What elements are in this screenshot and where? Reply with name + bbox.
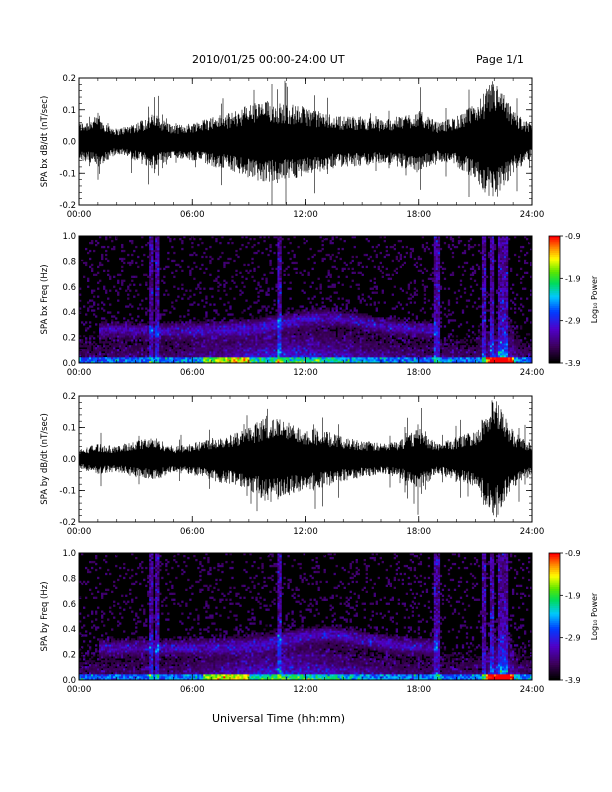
panel-frame [78,235,533,364]
y-tick-label: 0.2 [62,334,76,344]
x-tick-label: 00:00 [67,210,92,220]
colorbar-tick-label: -2.9 [565,317,581,326]
page-number: Page 1/1 [476,53,524,66]
waveform-path [79,400,532,518]
y-tick-label: 0.0 [62,676,76,686]
x-tick-label: 24:00 [520,527,545,537]
y-tick-label: 0.1 [62,424,76,434]
y-tick-label: -0.1 [59,169,76,179]
colorbar-label: Log₁₀ Power [590,592,599,640]
x-tick-label: 00:00 [67,368,92,378]
y-tick-label: -0.2 [59,201,76,211]
y-axis-label: SPA by dB/dt (nT/sec) [40,413,50,505]
y-tick-label: 0.8 [62,574,76,584]
x-tick-label: 06:00 [180,685,205,695]
y-tick-label: -0.2 [59,518,76,528]
colorbar-tick-label: -3.9 [565,676,581,685]
x-tick-label: 24:00 [520,368,545,378]
x-tick-label: 24:00 [520,210,545,220]
y-tick-label: 0.8 [62,257,76,267]
colorbar-label: Log₁₀ Power [590,275,599,323]
colorbar [548,552,563,681]
panel-frame [78,77,533,206]
x-axis-label: Universal Time (hh:mm) [212,712,345,725]
y-tick-label: 1.0 [62,232,76,242]
panel-frame [78,395,533,523]
x-tick-label: 00:00 [67,527,92,537]
waveform-trace [79,80,532,205]
y-tick-label: 0.0 [62,359,76,369]
waveform-path [79,80,532,205]
colorbar-tick-label: -1.9 [565,274,581,283]
y-tick-label: 0.2 [62,392,76,402]
x-tick-label: 18:00 [407,685,432,695]
y-axis-label: SPA bx dB/dt (nT/sec) [40,96,50,188]
y-axis-label: SPA bx Freq (Hz) [40,264,50,334]
x-tick-label: 12:00 [293,527,318,537]
x-tick-label: 24:00 [520,685,545,695]
x-tick-label: 18:00 [407,368,432,378]
panel-frame [78,552,533,681]
x-tick-label: 06:00 [180,527,205,537]
x-tick-label: 12:00 [293,368,318,378]
y-tick-label: 0.6 [62,283,76,293]
x-tick-label: 06:00 [180,210,205,220]
x-tick-label: 00:00 [67,685,92,695]
y-tick-label: 0.0 [62,138,76,148]
colorbar-tick-label: -0.9 [565,549,581,558]
y-tick-label: 0.2 [62,74,76,84]
y-axis-label: SPA by Freq (Hz) [40,581,50,651]
y-tick-label: 0.0 [62,455,76,465]
x-tick-label: 18:00 [407,527,432,537]
y-tick-label: 0.2 [62,651,76,661]
x-tick-label: 12:00 [293,685,318,695]
colorbar-frame [548,552,561,681]
colorbar-tick-label: -3.9 [565,359,581,368]
colorbar-tick-label: -0.9 [565,232,581,241]
y-tick-label: 0.6 [62,600,76,610]
spectrogram-image [79,236,533,364]
y-tick-label: 0.4 [62,625,76,635]
spectrogram-image [79,553,533,681]
colorbar-frame [548,235,561,364]
y-tick-label: 0.4 [62,308,76,318]
x-tick-label: 06:00 [180,368,205,378]
colorbar-tick-label: -2.9 [565,634,581,643]
y-tick-label: 1.0 [62,549,76,559]
x-tick-label: 12:00 [293,210,318,220]
x-tick-label: 18:00 [407,210,432,220]
waveform-trace [79,400,532,518]
colorbar-tick-label: -1.9 [565,591,581,600]
y-tick-label: 0.1 [62,106,76,116]
colorbar [548,235,563,364]
plot-title: 2010/01/25 00:00-24:00 UT [192,53,345,66]
y-tick-label: -0.1 [59,487,76,497]
